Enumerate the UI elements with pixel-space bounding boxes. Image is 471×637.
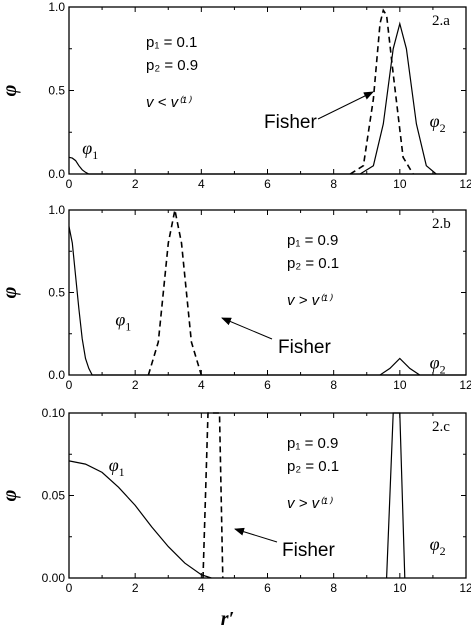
fisher-annotation: Fisher (282, 540, 335, 561)
y-axis-label: φ (0, 287, 21, 299)
y-axis-label: φ (0, 85, 21, 97)
curve-label: φ1 (109, 455, 125, 479)
parameter-text: p₂ = 0.1 (287, 255, 339, 272)
curve-label: φ1 (115, 310, 131, 334)
x-tick-label: 10 (393, 177, 407, 191)
curve-label: φ1 (82, 138, 98, 162)
y-tick-label: 0.10 (42, 406, 66, 420)
series-line-φ2 (379, 357, 421, 376)
series-line-φ2 (386, 412, 406, 579)
x-tick-label: 6 (264, 581, 271, 595)
x-tick-label: 4 (198, 177, 205, 191)
fisher-arrow (317, 91, 374, 120)
x-tick-label: 2 (132, 581, 139, 595)
x-tick-label: 2 (132, 177, 139, 191)
y-axis-label: φ (0, 490, 21, 502)
plot-frame-2.a (68, 6, 467, 175)
x-tick-label: 0 (66, 177, 73, 191)
x-tick-label: 6 (264, 378, 271, 392)
y-tick-label: 0.0 (48, 167, 65, 181)
series-line-Fisher (349, 8, 414, 175)
series-line-φ1 (68, 156, 466, 175)
series-line-φ1 (68, 460, 212, 579)
curve-label: φ2 (430, 534, 446, 558)
fisher-arrow (221, 317, 273, 340)
x-tick-label: 8 (330, 581, 337, 595)
x-tick-label: 0 (66, 378, 73, 392)
x-tick-label: 10 (393, 378, 407, 392)
curve-label: φ2 (430, 111, 446, 135)
y-tick-label: 0.0 (48, 368, 65, 382)
fisher-arrow (234, 527, 278, 543)
plot-frame-2.c (68, 412, 467, 579)
x-tick-label: 12 (459, 177, 471, 191)
parameter-text: p₁ = 0.1 (146, 34, 197, 51)
panel-label: 2.c (432, 419, 450, 435)
condition-text: v > v⁽¹⁾ (287, 495, 333, 512)
plot-frame-2.b (68, 209, 467, 376)
y-tick-label: 0.05 (42, 489, 66, 503)
x-tick-label: 2 (132, 378, 139, 392)
parameter-text: p₂ = 0.9 (146, 57, 198, 74)
x-axis-label: r′ (221, 608, 234, 630)
fisher-annotation: Fisher (278, 337, 331, 358)
fisher-annotation: Fisher (264, 112, 317, 133)
y-tick-label: 0.5 (48, 286, 65, 300)
x-tick-label: 8 (330, 177, 337, 191)
x-tick-label: 0 (66, 581, 73, 595)
y-tick-label: 0.00 (42, 571, 66, 585)
y-tick-label: 1.0 (48, 203, 65, 217)
series-line-Fisher (147, 209, 203, 376)
condition-text: v < v⁽¹⁾ (146, 94, 192, 111)
curve-label: φ2 (430, 352, 446, 376)
panel-label: 2.a (432, 13, 450, 29)
condition-text: v > v⁽¹⁾ (287, 292, 333, 309)
x-tick-label: 4 (198, 378, 205, 392)
series-line-φ1 (68, 226, 466, 376)
x-tick-label: 8 (330, 378, 337, 392)
parameter-text: p₂ = 0.1 (287, 458, 339, 475)
x-tick-label: 4 (198, 581, 205, 595)
x-tick-label: 12 (459, 378, 471, 392)
parameter-text: p₁ = 0.9 (287, 232, 338, 249)
parameter-text: p₁ = 0.9 (287, 435, 338, 452)
panel-label: 2.b (432, 216, 451, 232)
y-tick-label: 1.0 (48, 0, 65, 14)
x-tick-label: 10 (393, 581, 407, 595)
series-line-φ2 (359, 21, 437, 175)
y-tick-label: 0.5 (48, 84, 65, 98)
x-tick-label: 12 (459, 581, 471, 595)
series-line-Fisher (202, 412, 224, 579)
x-tick-label: 6 (264, 177, 271, 191)
